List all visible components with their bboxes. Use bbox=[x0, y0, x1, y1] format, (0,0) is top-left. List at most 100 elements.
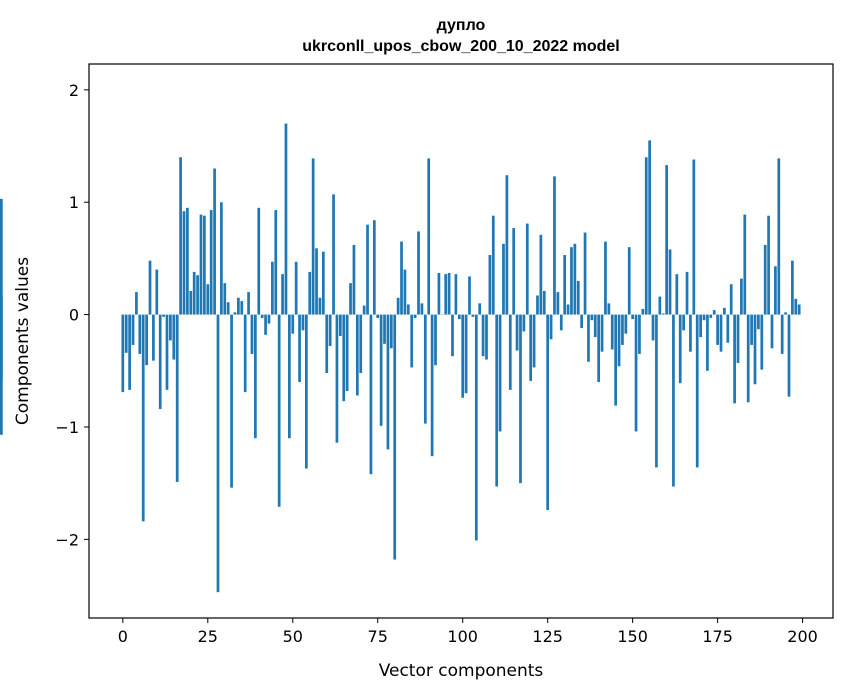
bar bbox=[237, 297, 240, 315]
bar bbox=[498, 314, 502, 432]
bar bbox=[699, 314, 702, 338]
y-tick-label: −2 bbox=[55, 530, 79, 549]
bar bbox=[0, 295, 3, 315]
bar bbox=[675, 274, 679, 315]
bar bbox=[274, 210, 278, 315]
bar bbox=[563, 255, 567, 315]
y-tick-label: 2 bbox=[69, 81, 79, 100]
bar bbox=[230, 314, 233, 488]
bar bbox=[529, 314, 533, 381]
bar bbox=[335, 314, 339, 443]
bar bbox=[522, 314, 526, 332]
bar bbox=[678, 314, 682, 384]
bar bbox=[417, 231, 420, 315]
x-axis-ticks: 0 25 50 75 100 125 150 175 200 bbox=[118, 618, 818, 646]
bar bbox=[702, 314, 706, 321]
bar bbox=[220, 202, 223, 315]
bar bbox=[471, 314, 475, 317]
x-tick-label: 0 bbox=[118, 627, 128, 646]
bar bbox=[254, 314, 257, 439]
bar bbox=[627, 247, 631, 315]
bar bbox=[145, 314, 148, 366]
bar bbox=[257, 207, 261, 315]
bar bbox=[152, 314, 155, 361]
bar bbox=[444, 274, 448, 315]
bar bbox=[604, 241, 607, 315]
bar bbox=[634, 314, 638, 432]
x-tick-label: 100 bbox=[447, 627, 478, 646]
bar bbox=[451, 314, 454, 357]
bar bbox=[264, 314, 267, 335]
bar bbox=[410, 314, 414, 368]
bar bbox=[614, 314, 618, 406]
bar bbox=[206, 284, 210, 315]
bar bbox=[495, 314, 499, 487]
bar bbox=[648, 140, 651, 315]
bar bbox=[175, 314, 179, 483]
bar bbox=[593, 314, 597, 338]
bar bbox=[243, 314, 247, 393]
bar bbox=[658, 296, 662, 315]
bar bbox=[226, 302, 230, 315]
bar bbox=[315, 248, 318, 315]
bar bbox=[148, 260, 152, 315]
bar bbox=[644, 157, 648, 315]
bar bbox=[342, 314, 346, 402]
bar bbox=[338, 314, 342, 336]
bar bbox=[750, 314, 753, 345]
bar bbox=[203, 215, 206, 315]
bar bbox=[597, 314, 601, 383]
bar bbox=[777, 158, 781, 315]
bar bbox=[233, 312, 237, 315]
bar bbox=[332, 194, 335, 315]
bar bbox=[709, 314, 713, 318]
bar bbox=[774, 266, 777, 315]
bar bbox=[668, 249, 672, 315]
bar bbox=[328, 314, 332, 347]
bar bbox=[478, 303, 482, 315]
bar bbox=[301, 314, 305, 331]
bar bbox=[488, 255, 492, 315]
y-axis-label: Components values bbox=[13, 257, 33, 425]
bar bbox=[352, 244, 356, 315]
bar bbox=[165, 314, 169, 390]
bar bbox=[135, 292, 138, 315]
bar bbox=[706, 314, 709, 371]
bar bbox=[672, 314, 675, 487]
bar bbox=[423, 314, 427, 424]
bar bbox=[512, 228, 516, 315]
bar bbox=[216, 314, 220, 593]
bar bbox=[682, 314, 685, 331]
bar bbox=[447, 273, 451, 315]
chart-title: дупло bbox=[437, 17, 486, 34]
bar bbox=[141, 314, 145, 522]
bar bbox=[753, 314, 757, 385]
bar bbox=[389, 314, 393, 349]
plot-frame bbox=[88, 63, 834, 619]
bar bbox=[787, 314, 791, 397]
bar bbox=[576, 280, 580, 315]
bar bbox=[179, 157, 182, 315]
bar bbox=[464, 314, 468, 394]
bar bbox=[0, 314, 3, 435]
bar bbox=[267, 314, 271, 324]
y-tick-label: 0 bbox=[69, 306, 79, 325]
bar bbox=[308, 271, 312, 315]
bar bbox=[372, 220, 376, 315]
bar bbox=[260, 314, 264, 318]
bar bbox=[712, 310, 716, 315]
bar bbox=[369, 314, 373, 475]
bar bbox=[155, 269, 159, 315]
bar bbox=[763, 244, 767, 315]
bar bbox=[559, 314, 563, 331]
bar bbox=[641, 308, 645, 315]
bar bbox=[192, 271, 196, 315]
bar bbox=[349, 283, 352, 315]
bar bbox=[162, 314, 165, 317]
bar bbox=[468, 276, 471, 315]
bar bbox=[481, 314, 485, 357]
bar bbox=[240, 301, 244, 315]
bar bbox=[780, 314, 784, 354]
x-axis-label: Vector components bbox=[379, 661, 544, 681]
bar bbox=[784, 312, 787, 315]
